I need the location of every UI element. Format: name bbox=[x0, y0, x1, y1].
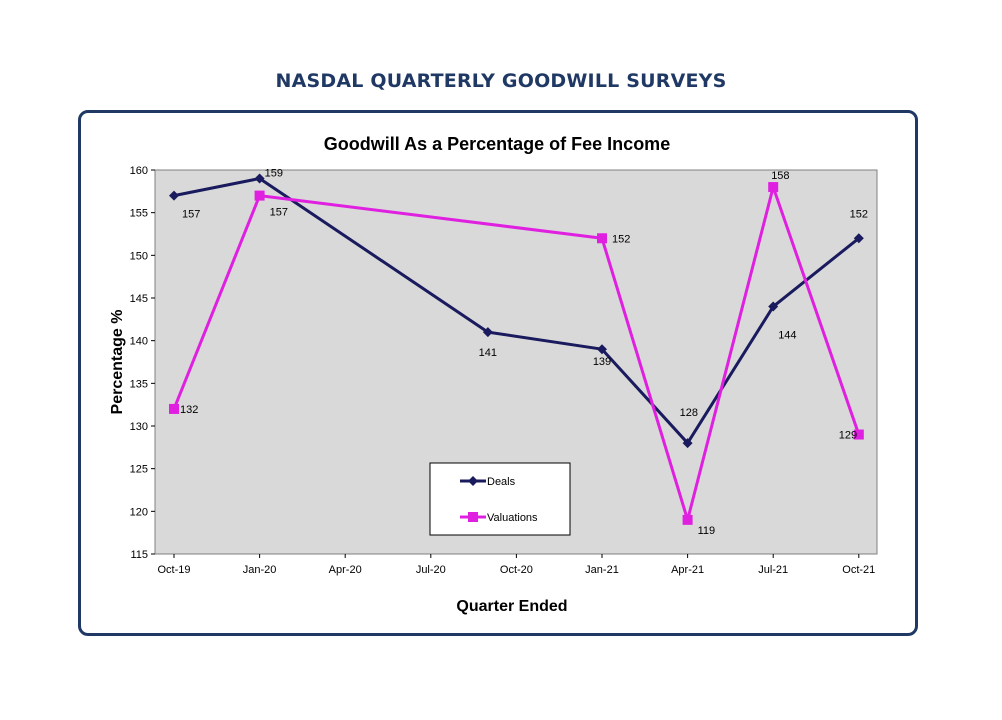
y-tick-label: 115 bbox=[130, 549, 148, 561]
data-label: 144 bbox=[778, 330, 796, 342]
x-axis-label: Quarter Ended bbox=[456, 598, 567, 615]
y-axis: 115 120 125 130 135 140 145 150 155 160 bbox=[130, 165, 155, 561]
chart-title: Goodwill As a Percentage of Fee Income bbox=[324, 134, 670, 154]
data-label: 157 bbox=[270, 207, 288, 219]
y-tick-label: 120 bbox=[130, 506, 148, 518]
data-label: 157 bbox=[182, 209, 200, 221]
data-label: 128 bbox=[680, 407, 698, 419]
data-label: 139 bbox=[593, 356, 611, 368]
y-tick-label: 160 bbox=[130, 165, 148, 177]
y-tick-label: 135 bbox=[130, 378, 148, 390]
x-tick-label: Jan-21 bbox=[585, 564, 619, 576]
data-label: 119 bbox=[698, 525, 716, 537]
x-tick-label: Apr-20 bbox=[329, 564, 362, 576]
legend-box bbox=[429, 462, 571, 536]
series-layer: 157 159 141 139 128 144 152 132 157 152 119 158 129 bbox=[169, 168, 868, 537]
y-tick-label: 140 bbox=[130, 336, 148, 348]
data-label: 152 bbox=[612, 233, 630, 245]
x-tick-label: Apr-21 bbox=[671, 564, 704, 576]
data-point bbox=[853, 429, 864, 440]
x-tick-label: Jul-20 bbox=[416, 564, 446, 576]
y-tick-label: 150 bbox=[130, 250, 148, 262]
x-tick-label: Jan-20 bbox=[243, 564, 277, 576]
legend-deals-marker bbox=[468, 476, 478, 486]
x-tick-label: Oct-21 bbox=[842, 564, 875, 576]
series-valuations: 132 157 152 119 158 129 bbox=[169, 170, 864, 537]
series-line-valuations bbox=[172, 185, 861, 522]
data-point bbox=[768, 182, 779, 193]
data-point bbox=[254, 190, 265, 201]
data-point bbox=[254, 173, 265, 184]
y-tick-label: 155 bbox=[130, 208, 148, 220]
data-point bbox=[482, 327, 493, 338]
data-point bbox=[597, 233, 607, 244]
legend-deals-label: Deals bbox=[487, 476, 516, 488]
x-tick-label: Jul-21 bbox=[758, 564, 788, 576]
series-deals: 157 159 141 139 128 144 152 bbox=[169, 168, 868, 449]
data-point bbox=[169, 190, 179, 201]
data-label: 159 bbox=[265, 168, 283, 180]
data-point bbox=[169, 403, 179, 414]
x-tick-label: Oct-19 bbox=[157, 564, 190, 576]
data-label: 141 bbox=[479, 347, 497, 359]
page-heading: NASDAL QUARTERLY GOODWILL SURVEYS bbox=[275, 70, 727, 92]
data-label: 132 bbox=[180, 404, 198, 416]
chart-frame bbox=[78, 110, 918, 636]
y-tick-label: 130 bbox=[130, 421, 148, 433]
y-tick-label: 125 bbox=[130, 464, 148, 476]
data-point bbox=[853, 233, 864, 244]
data-point bbox=[768, 301, 779, 312]
data-point bbox=[682, 514, 693, 525]
y-tick-label: 145 bbox=[130, 293, 148, 305]
data-label: 158 bbox=[771, 170, 789, 182]
legend-valuations-label: Valuations bbox=[487, 512, 538, 524]
legend-valuations-marker bbox=[468, 512, 478, 522]
legend: Deals Valuations bbox=[429, 462, 571, 536]
data-point bbox=[597, 344, 607, 355]
data-label: 152 bbox=[850, 208, 868, 220]
x-axis: Oct-19 Jan-20 Apr-20 Jul-20 Oct-20 Jan-21 Apr-… bbox=[157, 554, 875, 576]
x-tick-label: Oct-20 bbox=[500, 564, 533, 576]
data-label: 129 bbox=[839, 430, 857, 442]
y-axis-label: Percentage % bbox=[109, 310, 126, 415]
data-point bbox=[682, 438, 693, 449]
